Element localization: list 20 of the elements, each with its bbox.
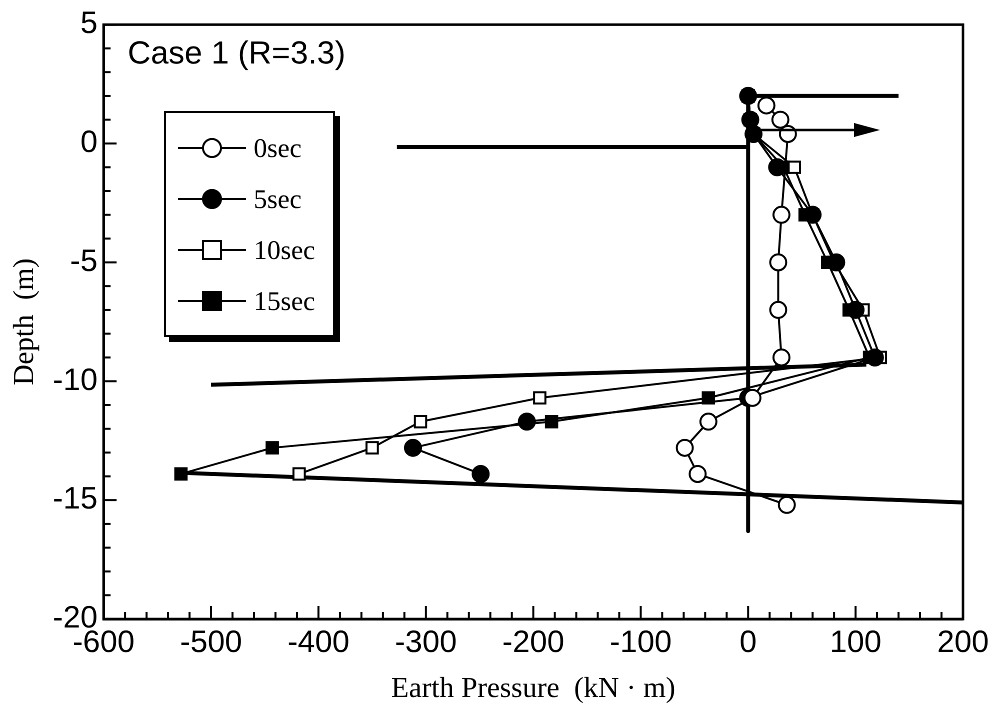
- y-tick-label: 5: [80, 5, 98, 40]
- y-tick-label: -10: [52, 362, 98, 397]
- x-tick-label: -500: [180, 624, 242, 660]
- chart-title: Case 1 (R=3.3): [128, 34, 346, 70]
- x-tick-label: -400: [287, 624, 350, 660]
- x-tick-label: 0: [740, 624, 757, 660]
- legend-label: 15sec: [254, 286, 316, 317]
- y-tick-label: -5: [70, 242, 98, 278]
- x-tick-label: -100: [610, 624, 672, 660]
- x-tick-label: 100: [830, 624, 882, 660]
- x-tick-label: 200: [937, 624, 989, 660]
- y-tick-label: -15: [52, 480, 98, 516]
- legend-label: 0sec: [254, 132, 302, 164]
- legend-label: 10sec: [254, 234, 316, 266]
- legend-label: 5sec: [254, 184, 302, 215]
- x-tick-label: -300: [394, 624, 457, 660]
- x-tick-label: -200: [502, 624, 564, 660]
- x-axis-title: Earth Pressure (kN · m): [391, 672, 676, 704]
- y-axis-title: Depth (m): [8, 258, 40, 386]
- y-tick-label: 0: [80, 124, 98, 160]
